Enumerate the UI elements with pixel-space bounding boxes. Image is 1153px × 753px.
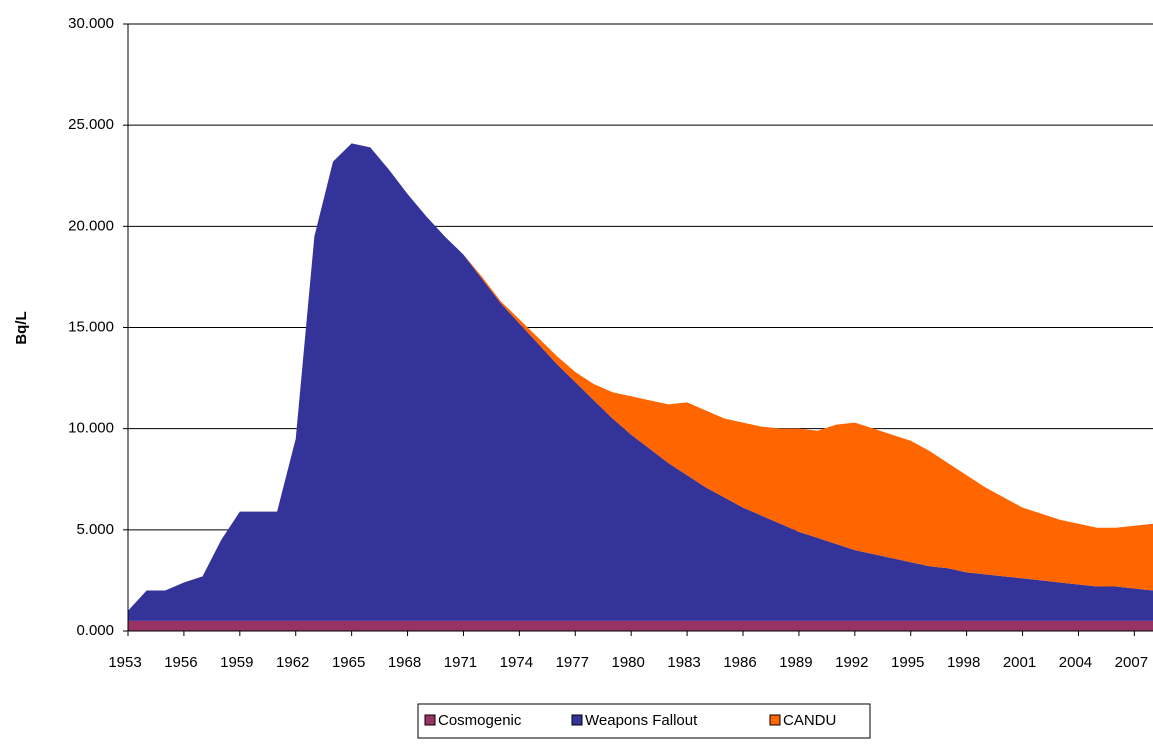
x-tick-label: 1962 <box>276 654 309 671</box>
x-tick-label: 1953 <box>108 654 141 671</box>
x-tick-label: 1980 <box>611 654 644 671</box>
x-tick-label: 1971 <box>444 654 477 671</box>
x-tick-label: 1968 <box>388 654 421 671</box>
x-tick-label: 1992 <box>835 654 868 671</box>
area <box>128 143 1153 611</box>
x-tick-label: 1989 <box>779 654 812 671</box>
y-tick-label: 10.000 <box>68 420 114 437</box>
y-tick-label: 15.000 <box>68 318 114 335</box>
y-tick-label: 20.000 <box>68 217 114 234</box>
area <box>128 620 1153 631</box>
y-tick-label: 25.000 <box>68 116 114 133</box>
x-tick-label: 1998 <box>947 654 980 671</box>
x-tick-label: 2004 <box>1059 654 1092 671</box>
legend-label: Weapons Fallout <box>585 712 698 729</box>
x-tick-label: 1956 <box>164 654 197 671</box>
y-tick-label: 30.000 <box>68 15 114 32</box>
legend-swatch <box>424 714 436 726</box>
x-tick-label: 1959 <box>220 654 253 671</box>
y-axis-label: Bq/L <box>13 311 30 344</box>
legend-swatch <box>769 714 781 726</box>
legend-swatch <box>571 714 583 726</box>
legend-label: Cosmogenic <box>438 712 522 729</box>
area <box>128 143 1153 621</box>
x-tick-label: 1974 <box>500 654 533 671</box>
y-tick-label: 5.000 <box>76 521 114 538</box>
legend-label: CANDU <box>783 712 836 729</box>
x-tick-label: 1983 <box>667 654 700 671</box>
x-tick-label: 2007 <box>1115 654 1148 671</box>
y-tick-label: 0.000 <box>76 622 114 639</box>
x-tick-label: 1986 <box>723 654 756 671</box>
x-tick-label: 1965 <box>332 654 365 671</box>
x-tick-label: 2001 <box>1003 654 1036 671</box>
legend-box <box>417 703 871 739</box>
x-tick-label: 1995 <box>891 654 924 671</box>
x-tick-label: 1977 <box>556 654 589 671</box>
